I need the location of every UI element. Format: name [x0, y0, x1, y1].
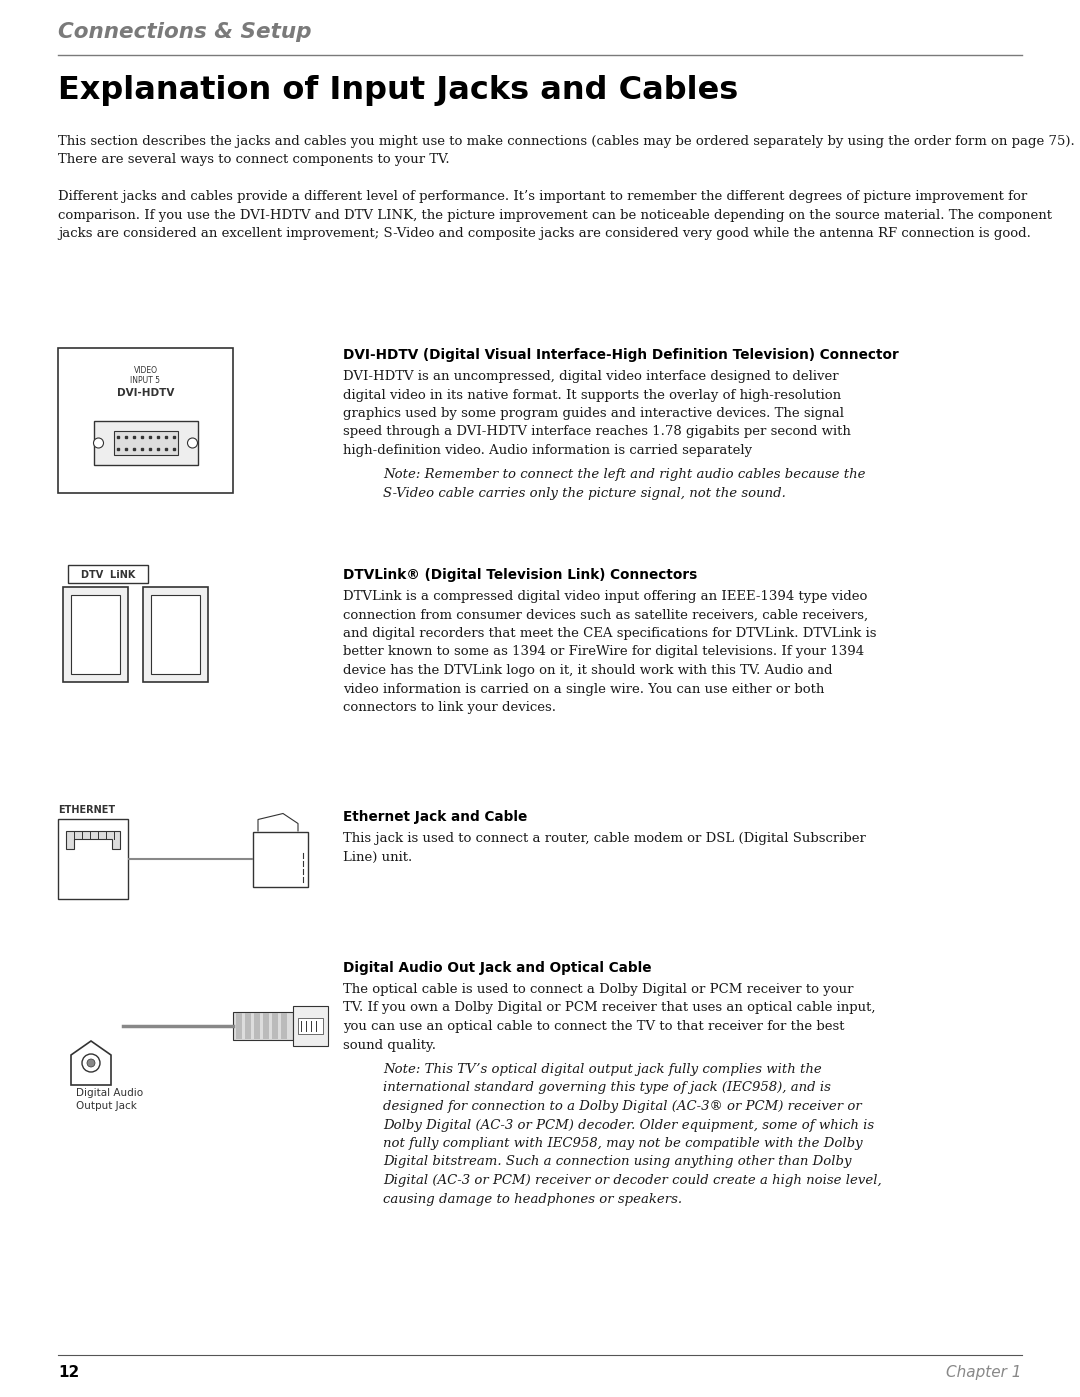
Bar	[151, 595, 200, 673]
Text: DVI-HDTV: DVI-HDTV	[117, 388, 174, 398]
Bar	[71, 595, 120, 673]
Text: DTVLink® (Digital Television Link) Connectors: DTVLink® (Digital Television Link) Conne…	[343, 569, 698, 583]
Bar	[113, 432, 177, 455]
Bar	[253, 831, 308, 887]
Polygon shape	[66, 831, 120, 849]
Bar	[245, 1013, 251, 1039]
Text: 12: 12	[58, 1365, 79, 1380]
Bar	[264, 1013, 269, 1039]
Text: Connections & Setup: Connections & Setup	[58, 22, 311, 42]
Text: Note: Remember to connect the left and right audio cables because the
S-Video ca: Note: Remember to connect the left and r…	[383, 468, 865, 500]
Bar	[68, 564, 148, 583]
Text: DTV  LiNK: DTV LiNK	[81, 570, 135, 580]
Text: Different jacks and cables provide a different level of performance. It’s import: Different jacks and cables provide a dif…	[58, 190, 1052, 240]
Text: This jack is used to connect a router, cable modem or DSL (Digital Subscriber
Li: This jack is used to connect a router, c…	[343, 833, 866, 863]
Text: DVI-HDTV is an uncompressed, digital video interface designed to deliver
digital: DVI-HDTV is an uncompressed, digital vid…	[343, 370, 851, 457]
Bar	[254, 1013, 260, 1039]
Bar	[237, 1013, 242, 1039]
Bar	[63, 587, 129, 682]
Bar	[298, 1018, 323, 1034]
Text: Chapter 1: Chapter 1	[946, 1365, 1022, 1380]
Text: Explanation of Input Jacks and Cables: Explanation of Input Jacks and Cables	[58, 75, 739, 106]
Text: DTVLink is a compressed digital video input offering an IEEE-1394 type video
con: DTVLink is a compressed digital video in…	[343, 590, 877, 714]
Bar	[58, 348, 233, 493]
Text: Note: This TV’s optical digital output jack fully complies with the
internationa: Note: This TV’s optical digital output j…	[383, 1063, 881, 1206]
Circle shape	[94, 439, 104, 448]
Text: Ethernet Jack and Cable: Ethernet Jack and Cable	[343, 810, 527, 824]
Polygon shape	[71, 1041, 111, 1085]
Circle shape	[87, 1059, 95, 1067]
Text: The optical cable is used to connect a Dolby Digital or PCM receiver to your
TV.: The optical cable is used to connect a D…	[343, 983, 876, 1052]
Bar	[233, 1011, 293, 1039]
Bar	[272, 1013, 278, 1039]
Text: DVI-HDTV (Digital Visual Interface-High Definition Television) Connector: DVI-HDTV (Digital Visual Interface-High …	[343, 348, 899, 362]
Bar	[293, 1006, 328, 1046]
Text: Digital Audio Out Jack and Optical Cable: Digital Audio Out Jack and Optical Cable	[343, 961, 651, 975]
Bar	[281, 1013, 287, 1039]
Text: ETHERNET: ETHERNET	[58, 805, 116, 814]
Text: Digital Audio
Output Jack: Digital Audio Output Jack	[76, 1088, 144, 1111]
Bar	[58, 819, 129, 900]
Circle shape	[188, 439, 198, 448]
Polygon shape	[94, 420, 198, 465]
Circle shape	[82, 1053, 100, 1071]
Text: VIDEO: VIDEO	[134, 366, 158, 374]
Text: INPUT 5: INPUT 5	[131, 376, 161, 386]
Text: This section describes the jacks and cables you might use to make connections (c: This section describes the jacks and cab…	[58, 136, 1075, 166]
Bar	[143, 587, 208, 682]
